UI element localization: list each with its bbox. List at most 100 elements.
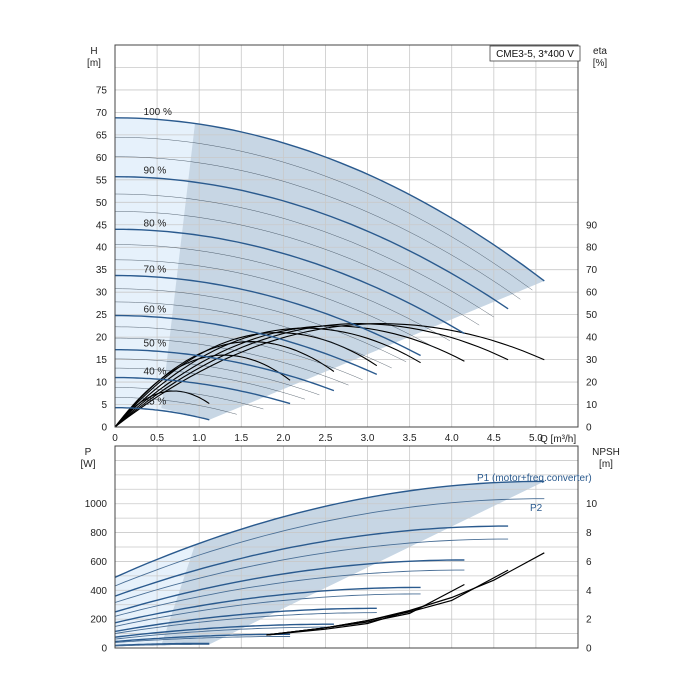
eta-tick-label: 80 [586, 243, 598, 254]
speed-label-40: 40 % [144, 367, 167, 378]
speed-label-80: 80 % [144, 218, 167, 229]
npsh-axis-label-unit: [m] [599, 459, 613, 470]
model-label-box [489, 45, 581, 62]
head-curve-70 [114, 274, 421, 357]
power-tick-label: 600 [90, 557, 107, 568]
head-curve-90 [114, 176, 509, 310]
head-tick-label: 30 [96, 288, 108, 299]
speed-label-60: 60 % [144, 305, 167, 316]
head-curve-intermediate [115, 358, 320, 396]
eta-tick-label: 50 [586, 310, 598, 321]
head-tick-label: 35 [96, 265, 108, 276]
p1-curve-25 [114, 642, 210, 647]
head-curve-50 [115, 349, 335, 392]
eta-tick-label: 40 [586, 333, 598, 344]
model-label: CME3-5, 3*400 V [496, 49, 574, 60]
npsh-tick-label: 6 [586, 557, 592, 568]
q-tick-label: 1.5 [234, 433, 248, 444]
power-axis-label-symbol: P [85, 447, 92, 458]
p1-curve-40 [114, 633, 291, 643]
head-tick-label: 70 [96, 108, 108, 119]
speed-label-25: 25 % [144, 397, 167, 408]
head-curve-60 [114, 314, 378, 376]
head-curve-intermediate [114, 211, 480, 326]
head-plot-frame [114, 44, 579, 428]
head-tick-label: 5 [101, 400, 107, 411]
power-tick-label: 0 [101, 644, 107, 655]
eta-tick-label: 70 [586, 265, 598, 276]
p2-curve-50 [114, 626, 334, 640]
head-curve-intermediate [114, 259, 436, 349]
head-tick-label: 15 [96, 355, 108, 366]
q-tick-label: 2.0 [276, 433, 290, 444]
eta-tick-label: 0 [586, 423, 592, 434]
eta-tick-label: 10 [586, 400, 598, 411]
eta-tick-label: 30 [586, 355, 598, 366]
p2-curve-label: P2 [530, 503, 543, 514]
head-tick-label: 65 [96, 130, 108, 141]
power-axis-label-unit: [W] [81, 459, 96, 470]
npsh-tick-label: 0 [586, 644, 592, 655]
eta-tick-label: 20 [586, 378, 598, 389]
efficiency-curve-40 [114, 354, 291, 428]
q-tick-label: 4.0 [445, 433, 459, 444]
q-tick-label: 3.0 [361, 433, 375, 444]
npsh-curve-70 [266, 607, 421, 636]
p1-curve-100 [114, 480, 545, 578]
q-tick-label: 0.5 [150, 433, 164, 444]
head-curve-intermediate [115, 387, 264, 410]
power-tick-label: 200 [90, 615, 107, 626]
head-curve-intermediate [114, 136, 533, 291]
npsh-tick-label: 10 [586, 499, 598, 510]
q-axis-label: Q [m³/h] [540, 434, 576, 445]
q-tick-label: 5.0 [529, 433, 543, 444]
efficiency-curve-70 [114, 327, 421, 428]
head-curve-intermediate [114, 301, 392, 369]
head-curve-40 [115, 376, 291, 405]
head-curve-intermediate [114, 244, 451, 342]
head-tick-label: 40 [96, 243, 108, 254]
head-curve-intermediate [114, 288, 407, 363]
eta-tick-label: 90 [586, 220, 598, 231]
npsh-tick-label: 4 [586, 586, 592, 597]
speed-label-50: 50 % [144, 339, 167, 350]
speed-label-90: 90 % [144, 166, 167, 177]
npsh-curve-80 [266, 583, 465, 636]
efficiency-curve-25 [114, 390, 210, 428]
head-tick-label: 60 [96, 153, 108, 164]
head-tick-label: 10 [96, 378, 108, 389]
head-curve-80 [115, 228, 465, 335]
p1-curve-80 [114, 559, 465, 613]
head-curve-intermediate [114, 326, 363, 381]
p1-curve-50 [114, 623, 334, 638]
head-curve-100 [114, 117, 545, 282]
head-tick-label: 50 [96, 198, 108, 209]
head-axis-label-unit: [m] [87, 58, 101, 69]
power-tick-label: 400 [90, 586, 107, 597]
head-curve-intermediate [114, 156, 521, 300]
head-tick-label: 45 [96, 220, 108, 231]
npsh-tick-label: 2 [586, 615, 592, 626]
power-range-recommended-area [161, 481, 545, 646]
npsh-axis-label-symbol: NPSH [592, 447, 620, 458]
head-tick-label: 0 [101, 423, 107, 434]
head-tick-label: 25 [96, 310, 108, 321]
efficiency-curve-100 [114, 323, 545, 428]
power-plot-frame [114, 445, 579, 649]
p2-curve-70 [114, 593, 421, 627]
p1-curve-90 [114, 525, 509, 597]
q-tick-label: 1.0 [192, 433, 206, 444]
eta-axis-label-symbol: eta [593, 46, 607, 57]
p2-curve-25 [114, 643, 210, 647]
q-tick-label: 2.5 [319, 433, 333, 444]
p1-curve-label: P1 (motor+freq.converter) [477, 473, 592, 484]
head-curve-intermediate [115, 397, 237, 415]
speed-label-100: 100 % [144, 107, 172, 118]
p1-curve-60 [114, 607, 377, 633]
p1-curve-70 [114, 586, 421, 624]
p2-curve-100 [114, 498, 545, 587]
head-curve-intermediate [115, 337, 349, 386]
head-axis-label-symbol: H [90, 46, 97, 57]
p2-curve-90 [114, 538, 509, 603]
head-curve-25 [115, 407, 210, 421]
